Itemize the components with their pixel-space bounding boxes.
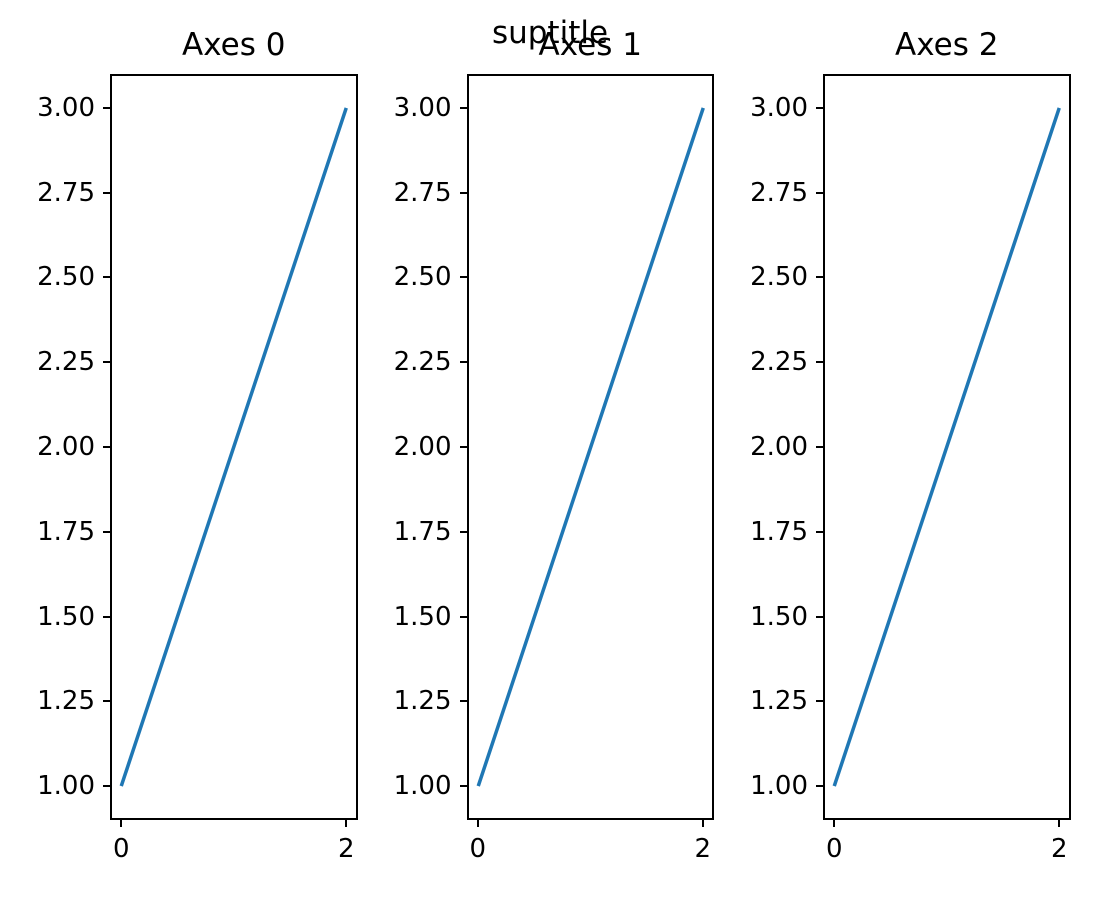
y-tick-mark <box>816 191 823 194</box>
subplot-title: Axes 0 <box>182 27 286 63</box>
y-tick-label: 2.50 <box>750 262 808 293</box>
figure-suptitle: suptitle <box>491 15 609 51</box>
y-tick-label: 2.00 <box>750 432 808 462</box>
y-tick-label: 1.25 <box>750 686 808 717</box>
y-tick-mark <box>103 106 110 109</box>
y-tick-mark <box>816 446 823 448</box>
y-tick-label: 2.75 <box>393 177 452 208</box>
y-tick-label: 1.50 <box>750 601 808 632</box>
y-tick-label: 1.75 <box>750 516 808 547</box>
plot-frame <box>466 74 714 820</box>
y-tick-label: 2.00 <box>37 432 95 462</box>
data-line <box>119 107 348 787</box>
y-tick-mark <box>103 446 110 448</box>
y-tick-mark <box>459 446 467 448</box>
y-tick-label: 1.25 <box>37 686 95 717</box>
y-tick-mark <box>459 615 467 618</box>
y-tick-label: 2.00 <box>393 432 452 462</box>
y-tick-mark <box>103 276 110 279</box>
x-tick-label: 0 <box>825 834 843 864</box>
data-line <box>476 107 705 787</box>
y-tick-mark <box>816 276 823 279</box>
y-tick-mark <box>816 700 823 703</box>
subplot-title: Axes 1 <box>538 27 642 63</box>
y-tick-label: 1.00 <box>393 771 452 802</box>
y-tick-mark <box>103 361 110 364</box>
x-tick-label: 2 <box>1050 834 1068 864</box>
y-tick-mark <box>103 615 110 618</box>
y-tick-label: 2.25 <box>393 347 452 378</box>
y-tick-mark <box>103 785 110 788</box>
y-tick-label: 2.25 <box>37 347 95 378</box>
y-tick-mark <box>459 700 467 703</box>
y-tick-mark <box>459 530 467 533</box>
y-tick-mark <box>459 276 467 279</box>
y-tick-label: 3.00 <box>37 92 95 123</box>
x-tick-label: 2 <box>694 834 712 864</box>
y-tick-label: 2.50 <box>393 262 452 293</box>
y-tick-mark <box>816 615 823 618</box>
y-tick-mark <box>103 700 110 703</box>
y-tick-label: 2.25 <box>750 347 808 378</box>
x-tick-mark <box>701 820 704 827</box>
y-tick-label: 1.00 <box>750 771 808 802</box>
y-tick-label: 1.00 <box>37 771 95 802</box>
y-tick-label: 2.50 <box>37 262 95 293</box>
y-tick-label: 3.00 <box>750 92 808 123</box>
y-tick-mark <box>459 106 467 109</box>
y-tick-mark <box>103 530 110 533</box>
subplot-title: Axes 2 <box>895 27 999 63</box>
x-tick-label: 0 <box>469 834 487 864</box>
y-tick-label: 1.50 <box>393 601 452 632</box>
y-tick-mark <box>816 530 823 533</box>
plot-frame <box>823 74 1071 820</box>
data-line <box>832 107 1061 787</box>
x-tick-mark <box>345 820 348 827</box>
y-tick-label: 2.75 <box>750 177 808 208</box>
y-tick-mark <box>459 785 467 788</box>
y-tick-label: 1.75 <box>393 516 452 547</box>
y-tick-label: 3.00 <box>393 92 452 123</box>
y-tick-mark <box>816 361 823 364</box>
x-tick-label: 0 <box>112 834 130 864</box>
x-tick-mark <box>833 820 836 827</box>
y-tick-label: 1.50 <box>37 601 95 632</box>
y-tick-mark <box>459 191 467 194</box>
y-tick-label: 1.75 <box>37 516 95 547</box>
y-tick-mark <box>816 785 823 788</box>
x-tick-mark <box>476 820 479 827</box>
line-plot-svg <box>476 107 705 787</box>
y-tick-label: 2.75 <box>37 177 95 208</box>
y-tick-mark <box>103 191 110 194</box>
y-tick-mark <box>816 106 823 109</box>
plot-frame <box>110 74 358 820</box>
x-tick-mark <box>1058 820 1061 827</box>
x-tick-mark <box>120 820 123 827</box>
y-tick-label: 1.25 <box>393 686 452 717</box>
line-plot-svg <box>832 107 1061 787</box>
x-tick-label: 2 <box>337 834 355 864</box>
y-tick-mark <box>459 361 467 364</box>
line-plot-svg <box>119 107 348 787</box>
